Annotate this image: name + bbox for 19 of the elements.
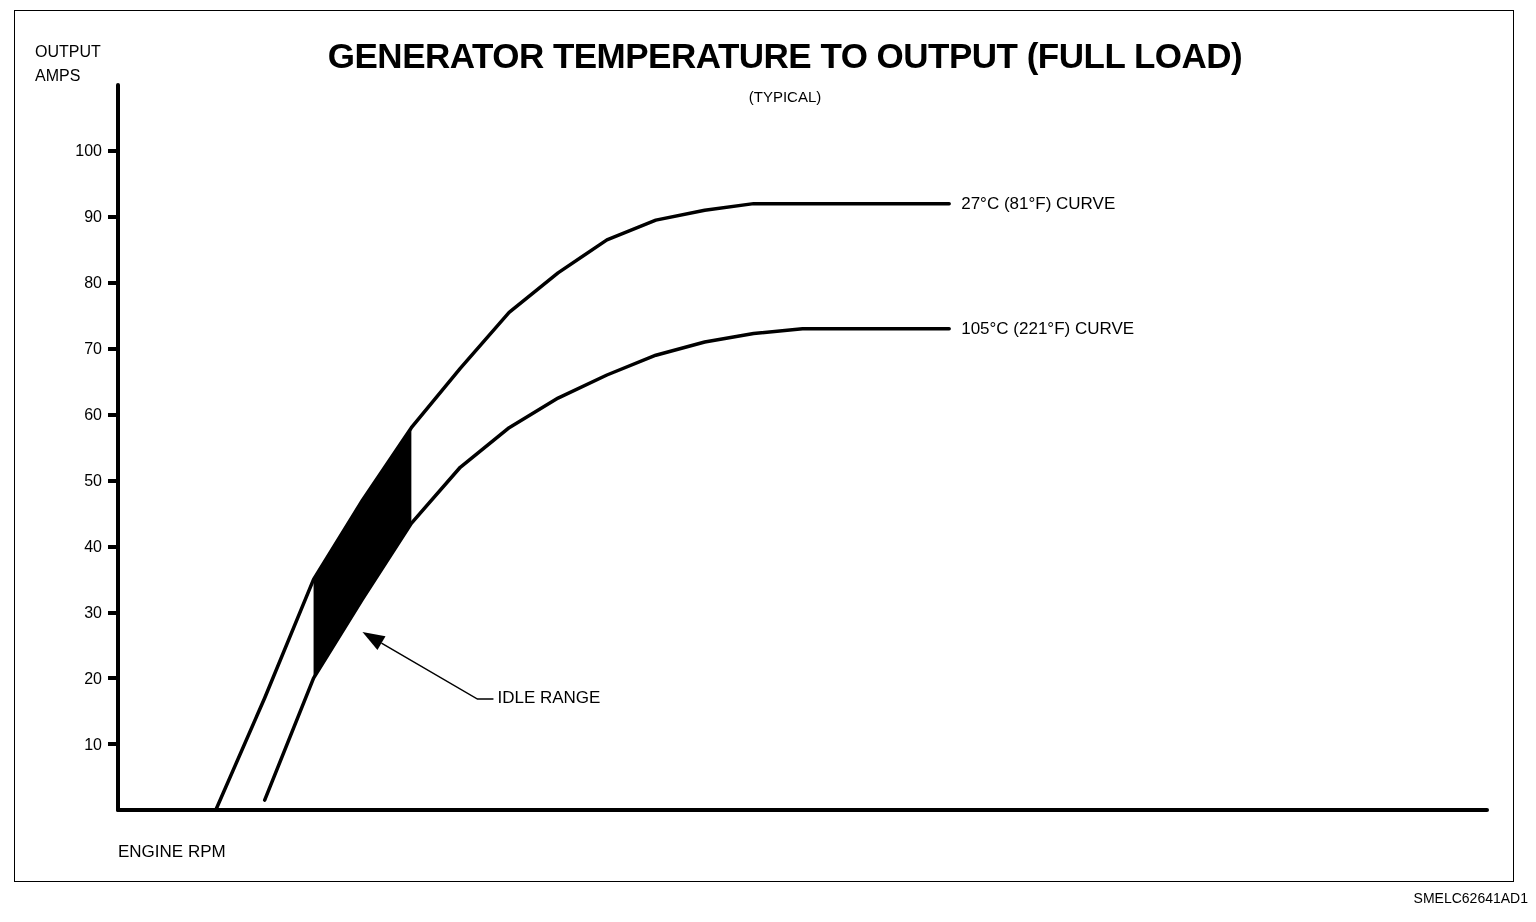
- y-tick-label: 40: [84, 537, 103, 555]
- x-axis-title: ENGINE RPM: [118, 842, 226, 862]
- series-label: 105°C (221°F) CURVE: [961, 319, 1135, 339]
- y-tick-label: 60: [84, 406, 103, 424]
- y-axis-title: OUTPUT AMPS: [35, 42, 102, 86]
- annotation: IDLE RANGE: [497, 688, 601, 709]
- y-tick-label: 20: [84, 669, 103, 687]
- y-tick-label: 50: [84, 471, 103, 489]
- y-tick-label: 10: [84, 735, 103, 753]
- y-tick-label: 80: [84, 274, 103, 292]
- y-tick-label: 70: [84, 340, 103, 358]
- series-label: 27°C (81°F) CURVE: [961, 194, 1116, 214]
- text: SMELC62641AD1: [1413, 890, 1528, 906]
- chart-title: GENERATOR TEMPERATURE TO OUTPUT (FULL LOAD): [327, 36, 1243, 75]
- chart-subtitle: (TYPICAL): [747, 88, 823, 105]
- y-tick-label: 90: [84, 208, 103, 226]
- y-tick-label: 30: [84, 603, 103, 621]
- line-series: [262, 327, 951, 802]
- y-tick-label: 100: [75, 142, 103, 160]
